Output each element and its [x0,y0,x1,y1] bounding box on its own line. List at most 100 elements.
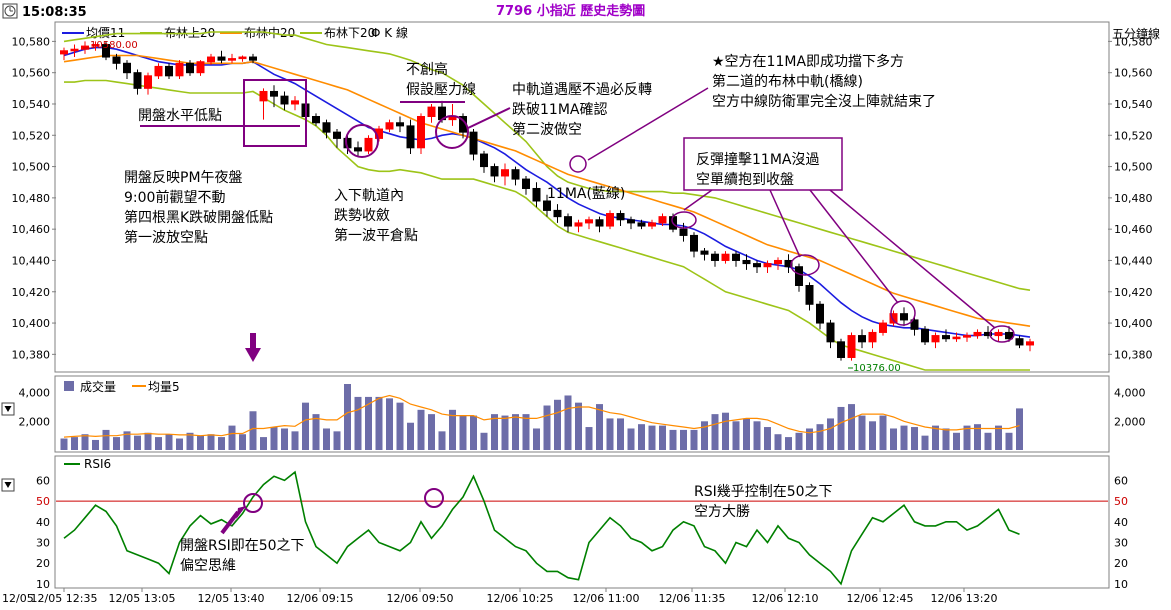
volume-bar [312,414,320,450]
volume-bar [680,429,687,450]
candle-body [648,222,656,227]
max-price-label: 10580.00 [90,40,138,51]
candle [186,60,194,76]
volume-bar [785,437,792,450]
volume-bar [228,425,236,450]
candle-body [963,335,971,338]
candle [312,113,320,126]
candle-body [165,65,173,77]
volume-bar [942,428,950,450]
candle-body [910,319,919,330]
candle [658,213,667,227]
candle-body [784,259,793,268]
volume-bar [291,431,299,450]
volume-bar [806,428,813,450]
arrow-icon [228,506,246,530]
volume-bar [963,425,971,450]
candle [501,163,509,186]
rsi-tick-label: 10 [1114,578,1128,591]
rsi-tick-label: 50 [36,495,50,508]
rsi-tick-label: 20 [1114,557,1128,570]
candle-body [1026,341,1034,346]
candle [900,307,908,327]
price-tick-label: 10,400 [12,317,51,330]
x-tick-label: 12/06 11:00 [573,592,640,605]
candle-body [501,169,509,177]
candle-body [952,336,961,340]
volume-bar [764,427,771,450]
candle [795,263,803,292]
candle [595,216,604,233]
candle-body [889,313,898,324]
candle-body [679,228,688,236]
rsi-tick-label: 60 [1114,474,1128,487]
candle-body [774,259,782,265]
candle [291,96,299,111]
candle [417,113,425,155]
price-tick-label: 10,580 [12,35,51,48]
volume-bar [743,418,750,450]
volume-bar [774,434,782,450]
candle-body [406,125,415,149]
candle-body [490,166,499,177]
candle [175,60,184,79]
candle [144,72,152,95]
volume-bar [249,411,257,450]
candle-body [721,253,730,261]
annotation-hold-short: 反彈撞擊11MA沒過 空單續抱到收盤 [696,152,820,188]
candle-body [606,213,614,227]
volume-bar [533,428,540,450]
volume-bar [627,428,635,450]
candle-body [133,72,142,89]
x-tick-label: 12/05 [2,592,34,605]
volume-bar [186,432,194,450]
candle [406,119,415,155]
candle-body [354,147,362,152]
candle [543,194,551,217]
volume-bar [554,399,561,450]
candle [627,216,635,230]
max-price-flag: 10580.00 [83,40,138,51]
legend-bb-lower: 布林下20 [324,26,375,40]
volume-bar [281,428,288,450]
candle [721,251,730,264]
candle [847,332,856,361]
candle-body [259,90,268,102]
candle-body [711,253,719,261]
chart-title: 7796 小指近 歷史走勢圖 [496,3,645,19]
candle-body [690,234,698,252]
candle-body [658,216,667,224]
candle [973,329,982,339]
candle [60,47,68,61]
candle [942,329,950,342]
candle-body [417,116,425,149]
volume-bar [417,409,425,450]
candle-body [858,335,866,343]
circle-ma11-3 [890,300,916,326]
volume-bar [827,418,834,450]
x-tick-label: 12/06 12:10 [752,592,819,605]
volume-bar [491,414,498,450]
candle [490,163,499,183]
candle [858,329,866,349]
volume-bar [113,437,120,450]
volume-tick-label: 4,000 [19,387,51,400]
volume-bar [669,429,677,450]
volume-bar [239,434,246,450]
candle [196,60,205,76]
candle-body [543,200,551,211]
candle-body [312,116,320,124]
candle [732,251,740,267]
candle-body [123,62,131,74]
volume-bar [659,425,666,450]
candle [879,319,887,336]
volume-bar [207,434,215,450]
volume-bar [953,432,960,450]
ma11-line [63,46,1031,338]
candle-body [144,75,152,89]
price-tick-label: 10,500 [1114,161,1153,174]
candle-body [186,62,194,74]
candle-body [732,253,740,261]
candle-body [805,285,814,305]
volume-bar [617,418,624,450]
